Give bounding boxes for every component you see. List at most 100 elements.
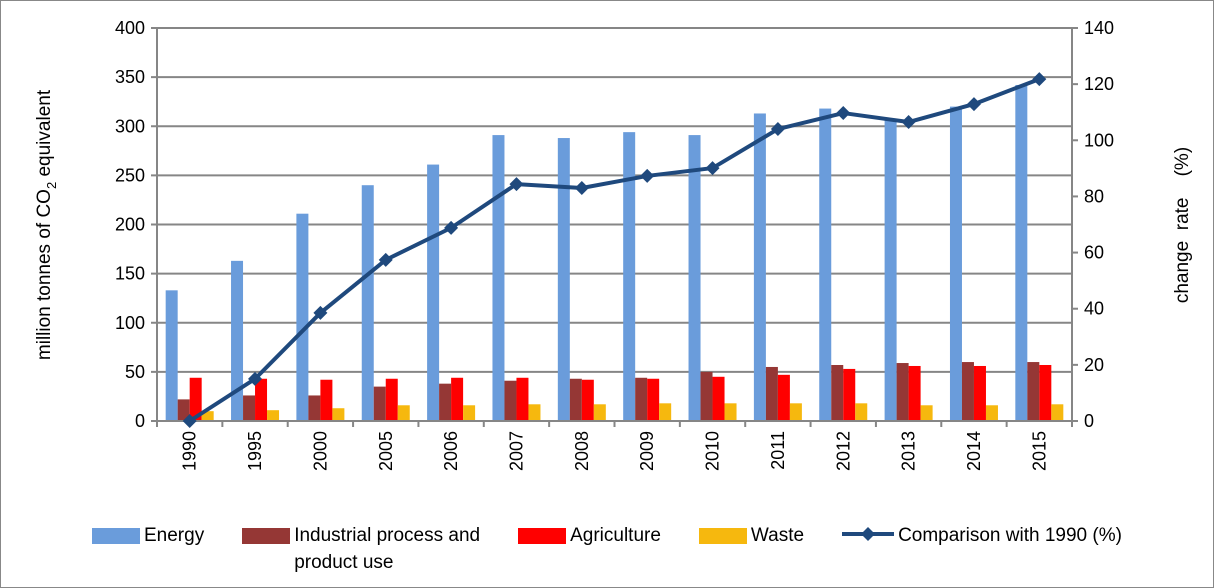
bar-industrial (439, 383, 452, 421)
bar-industrial (961, 362, 974, 421)
bar-agriculture (385, 378, 398, 421)
legend-item-waste: Waste (698, 522, 804, 576)
y2-tick-label: 40 (1084, 299, 1104, 319)
x-tick-label: 2007 (506, 431, 526, 471)
bar-industrial (308, 395, 321, 421)
x-tick-label: 2008 (572, 431, 592, 471)
bar-agriculture (516, 377, 529, 421)
waste-swatch (698, 528, 747, 544)
bar-agriculture (973, 365, 986, 421)
x-tick-label: 1990 (180, 431, 200, 471)
bar-waste (724, 403, 737, 421)
gridlines (157, 27, 1072, 373)
y-tick-label: 200 (115, 215, 145, 235)
y2-tick-label: 80 (1084, 186, 1104, 206)
y-tick-label: 100 (115, 313, 145, 333)
diamond-line-icon (842, 527, 895, 541)
bar-waste (1051, 404, 1064, 421)
x-tick-label: 2005 (376, 431, 396, 471)
y-tick-label: 0 (135, 411, 145, 431)
comparison-point (182, 414, 197, 428)
x-tick-label: 2015 (1029, 431, 1049, 471)
bar-waste (201, 411, 214, 421)
comparison-line (182, 72, 1047, 428)
y2-axis-title: change rate (%) (1172, 147, 1193, 303)
x-tick-label: 2012 (833, 431, 853, 471)
bar-energy (819, 108, 832, 421)
bar-industrial (177, 399, 190, 421)
comparison-point (836, 106, 851, 121)
legend-label: Comparison with 1990 (%) (898, 525, 1122, 546)
y-axis-title: million tonnes of CO2 equivalent (34, 89, 59, 360)
legend-label: Energy (144, 525, 205, 546)
bar-agriculture (712, 376, 725, 421)
bar-agriculture (451, 377, 464, 421)
bar-energy (231, 260, 244, 421)
energy-swatch (92, 528, 140, 544)
bars (165, 84, 1064, 422)
comparison-point (1032, 72, 1047, 87)
y-tick-label: 350 (115, 67, 145, 87)
agriculture-swatch (518, 528, 567, 544)
y-tick-label: 300 (115, 116, 145, 136)
axes: 0 50 100 150 200 250 300 350 400 0 20 40 60 80 100 120 1… (115, 18, 1114, 471)
bar-energy (361, 185, 374, 421)
bar-industrial (635, 377, 648, 421)
bar-energy (688, 135, 701, 421)
bar-industrial (373, 386, 386, 421)
bar-waste (397, 405, 410, 421)
bar-agriculture (843, 368, 856, 421)
comparison-point (574, 181, 589, 196)
comparison-point (640, 168, 655, 183)
y2-tick-label: 100 (1084, 130, 1114, 150)
y-tick-label: 400 (115, 18, 145, 38)
bar-industrial (831, 364, 844, 421)
bar-agriculture (320, 379, 333, 421)
bar-agriculture (908, 365, 921, 421)
comparison-point (313, 305, 328, 320)
x-tick-label: 1995 (245, 431, 265, 471)
comparison-point (378, 252, 393, 267)
comparison-point (248, 371, 263, 386)
bar-waste (855, 403, 868, 421)
bar-industrial (896, 363, 909, 421)
bar-energy (753, 113, 766, 421)
bar-waste (920, 405, 933, 421)
bar-waste (463, 405, 476, 421)
bar-waste (789, 403, 802, 421)
x-tick-label: 2000 (310, 431, 330, 471)
legend-item-agriculture: Agriculture (518, 522, 661, 576)
legend-label: Agriculture (570, 525, 661, 546)
y2-tick-label: 20 (1084, 355, 1104, 375)
y2-tick-label: 60 (1084, 243, 1104, 263)
bar-waste (332, 408, 345, 421)
bar-agriculture (1039, 364, 1052, 421)
legend-item-comparison: Comparison with 1990 (%) (842, 522, 1122, 576)
legend: Energy Industrial process and product use… (92, 522, 1160, 576)
bar-waste (659, 403, 672, 421)
bar-industrial (243, 395, 256, 421)
x-tick-label: 2009 (637, 431, 657, 471)
bar-waste (528, 404, 541, 421)
bar-agriculture (255, 378, 268, 421)
comparison-point (901, 115, 916, 130)
bar-industrial (765, 366, 778, 421)
y2-tick-label: 120 (1084, 74, 1114, 94)
legend-item-energy: Energy (92, 522, 204, 576)
y-tick-label: 50 (125, 362, 145, 382)
bar-industrial (700, 371, 713, 421)
comparison-point (705, 161, 720, 176)
bar-energy (165, 290, 178, 421)
bar-energy (492, 135, 505, 421)
bar-industrial (569, 378, 582, 421)
comparison-point (444, 220, 459, 235)
comparison-point (966, 97, 981, 112)
bar-agriculture (189, 377, 202, 421)
bar-agriculture (647, 378, 660, 421)
legend-item-industrial: Industrial process and product use (242, 522, 480, 576)
bar-agriculture (581, 379, 594, 421)
bar-waste (985, 405, 998, 421)
bar-energy (623, 132, 636, 421)
bar-energy (427, 164, 440, 421)
bar-energy (1015, 84, 1028, 422)
